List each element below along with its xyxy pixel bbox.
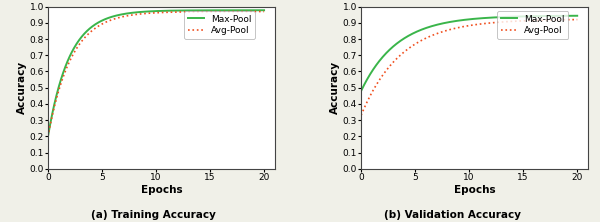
Avg-Pool bbox=[358, 114, 365, 117]
Line: Avg-Pool: Avg-Pool bbox=[361, 20, 577, 115]
Avg-Pool bbox=[147, 12, 154, 14]
Text: (b) Validation Accuracy: (b) Validation Accuracy bbox=[385, 210, 521, 220]
Max-Pool bbox=[260, 9, 268, 12]
Avg-Pool bbox=[475, 23, 482, 26]
Avg-Pool bbox=[574, 18, 581, 21]
Max-Pool bbox=[255, 9, 262, 12]
Avg-Pool bbox=[461, 25, 469, 28]
Max-Pool bbox=[148, 10, 155, 13]
Max-Pool bbox=[161, 10, 169, 12]
Max-Pool bbox=[460, 19, 467, 21]
Line: Max-Pool: Max-Pool bbox=[361, 16, 577, 91]
Max-Pool bbox=[147, 10, 154, 13]
Avg-Pool bbox=[44, 135, 52, 138]
Max-Pool bbox=[486, 16, 493, 19]
Max-Pool bbox=[535, 15, 542, 18]
Avg-Pool bbox=[535, 19, 542, 22]
Line: Avg-Pool: Avg-Pool bbox=[48, 12, 264, 136]
X-axis label: Epochs: Epochs bbox=[140, 185, 182, 195]
Avg-Pool bbox=[221, 10, 229, 13]
Avg-Pool bbox=[148, 12, 155, 14]
Avg-Pool bbox=[161, 11, 169, 14]
Max-Pool bbox=[568, 14, 575, 17]
Avg-Pool bbox=[173, 11, 180, 13]
Max-Pool bbox=[221, 9, 229, 12]
Y-axis label: Accuracy: Accuracy bbox=[330, 61, 340, 114]
Line: Max-Pool: Max-Pool bbox=[48, 10, 264, 136]
Max-Pool bbox=[173, 9, 180, 12]
Avg-Pool bbox=[486, 22, 493, 24]
Max-Pool bbox=[475, 17, 482, 20]
Avg-Pool bbox=[568, 18, 575, 21]
Legend: Max-Pool, Avg-Pool: Max-Pool, Avg-Pool bbox=[497, 11, 568, 39]
Avg-Pool bbox=[260, 10, 268, 13]
Max-Pool bbox=[461, 18, 469, 21]
Legend: Max-Pool, Avg-Pool: Max-Pool, Avg-Pool bbox=[184, 11, 256, 39]
Text: (a) Training Accuracy: (a) Training Accuracy bbox=[91, 210, 215, 220]
Avg-Pool bbox=[460, 25, 467, 28]
Max-Pool bbox=[574, 14, 581, 17]
Avg-Pool bbox=[255, 10, 262, 13]
Max-Pool bbox=[44, 135, 52, 138]
Max-Pool bbox=[358, 90, 365, 92]
Y-axis label: Accuracy: Accuracy bbox=[17, 61, 26, 114]
X-axis label: Epochs: Epochs bbox=[454, 185, 496, 195]
